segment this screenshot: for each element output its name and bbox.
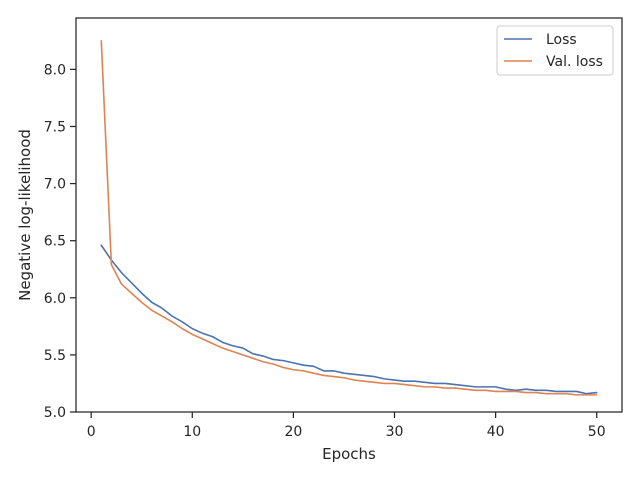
x-tick-label: 40 xyxy=(487,424,505,440)
y-axis-label: Negative log-likelihood xyxy=(16,129,34,301)
plot-area xyxy=(75,17,623,413)
x-axis-label: Epochs xyxy=(322,445,376,463)
series-line-loss xyxy=(100,244,598,395)
x-axis-ticks: 0 10 20 30 40 50 xyxy=(87,412,606,440)
x-tick-label: 50 xyxy=(588,424,606,440)
legend: Loss Val. loss xyxy=(496,25,614,76)
series-line-val-loss xyxy=(100,40,598,396)
y-axis-ticks: 5.0 5.5 6.0 6.5 7.0 7.5 8.0 xyxy=(44,62,76,421)
y-tick-label: 6.0 xyxy=(44,291,66,307)
legend-label-loss: Loss xyxy=(546,32,577,48)
y-tick-label: 7.0 xyxy=(44,177,66,193)
plot-frame xyxy=(75,17,623,413)
x-tick-label: 20 xyxy=(284,424,302,440)
y-tick-label: 5.5 xyxy=(44,348,66,364)
x-tick-label: 10 xyxy=(183,424,201,440)
series-layer xyxy=(100,40,598,396)
x-tick-label: 0 xyxy=(87,424,96,440)
y-tick-label: 7.5 xyxy=(44,119,66,135)
y-tick-label: 5.0 xyxy=(44,405,66,421)
y-tick-label: 6.5 xyxy=(44,234,66,250)
y-tick-label: 8.0 xyxy=(44,62,66,78)
legend-label-val-loss: Val. loss xyxy=(546,54,603,70)
x-tick-label: 30 xyxy=(386,424,404,440)
